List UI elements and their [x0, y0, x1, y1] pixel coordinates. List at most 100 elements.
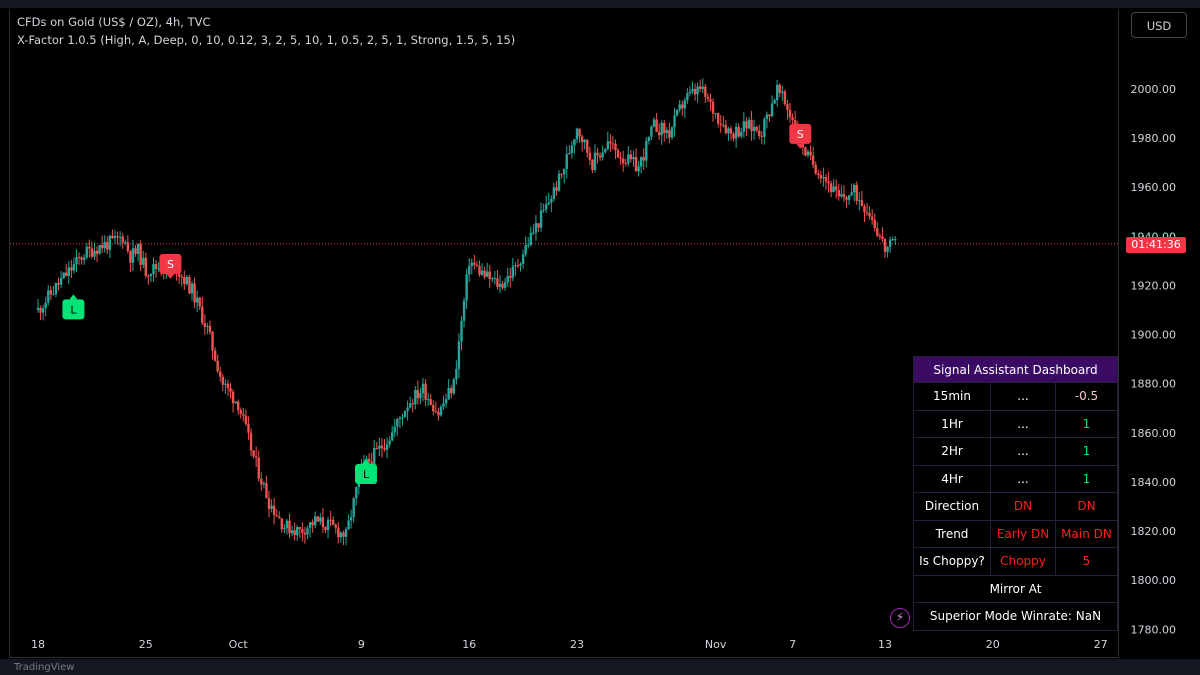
candle-body [770, 103, 774, 117]
candle-body [337, 527, 340, 538]
short-signal-pointer [166, 274, 175, 280]
row-value: ... [990, 464, 1056, 493]
candle-body [36, 307, 40, 311]
candle-body [383, 448, 386, 450]
candle-body [565, 154, 568, 169]
candle-body [306, 528, 309, 535]
candle-body [642, 157, 645, 161]
candle-body [539, 210, 543, 228]
candle-body [511, 266, 515, 278]
candle-body [660, 122, 663, 136]
candle-body [142, 257, 145, 265]
row-value: DN [1055, 492, 1118, 521]
candle-body [711, 101, 715, 114]
candle-body [180, 276, 183, 278]
candle-body [144, 257, 147, 276]
candle-body [278, 516, 281, 519]
candle-body [70, 267, 73, 271]
row-value: ... [990, 409, 1056, 438]
candle-body [437, 411, 440, 416]
candle-body [329, 519, 332, 521]
candle-body [475, 264, 479, 266]
row-label: 4Hr [913, 464, 991, 493]
candle-body [206, 326, 209, 328]
candle-body [850, 192, 853, 196]
candle-body [645, 141, 648, 161]
candle-body [195, 297, 199, 303]
indicator-legend[interactable]: X-Factor 1.0.5 (High, A, Deep, 0, 10, 0.… [17, 33, 516, 47]
candle-body [788, 109, 792, 118]
candle-body [478, 265, 481, 275]
candle-body [781, 91, 784, 93]
signal-dashboard: Signal Assistant Dashboard 15min... -0.5 … [913, 356, 1118, 631]
candle-body [742, 121, 746, 132]
candle-body [424, 383, 427, 400]
candle-body [426, 399, 430, 401]
candle-body [316, 516, 319, 522]
current-price-countdown: 01:41:36 [1126, 237, 1186, 253]
candle-body [290, 530, 294, 534]
candle-body [434, 411, 438, 413]
candle-body [393, 426, 396, 433]
candle-body [468, 266, 471, 275]
candle-body [675, 109, 679, 116]
candle-body [108, 235, 112, 250]
candle-body [863, 206, 866, 213]
candle-body [134, 248, 137, 254]
row-value: 5 [1055, 547, 1118, 576]
candle-body [198, 297, 201, 307]
candle-body [62, 272, 65, 279]
candle-body [185, 276, 189, 285]
candle-body [639, 157, 643, 167]
candle-body [737, 126, 740, 137]
candle-body [88, 246, 91, 249]
top-strip [0, 0, 1200, 8]
candle-body [342, 532, 345, 537]
watermark: TradingView [14, 662, 75, 673]
row-label: Trend [913, 519, 991, 548]
candle-body [888, 239, 892, 247]
candle-body [275, 515, 278, 517]
candle-body [865, 212, 869, 214]
candle-body [136, 244, 140, 254]
candle-body [709, 99, 712, 102]
candle-body [211, 331, 214, 351]
candle-body [67, 267, 70, 276]
candle-body [786, 104, 789, 110]
currency-button[interactable]: USD [1131, 12, 1187, 38]
candle-body [814, 164, 817, 174]
symbol-legend[interactable]: CFDs on Gold (US$ / OZ), 4h, TVC [17, 15, 211, 29]
candle-body [65, 272, 68, 276]
candle-body [868, 213, 871, 217]
candle-body [283, 528, 286, 530]
candle-body [272, 505, 276, 516]
candle-body [280, 518, 284, 530]
long-signal-marker [62, 299, 85, 320]
row-label: Direction [913, 492, 991, 521]
candle-body [267, 498, 271, 509]
candle-body [83, 257, 86, 260]
candle-body [244, 415, 248, 424]
candle-body [501, 283, 504, 288]
short-signal-marker [789, 123, 812, 144]
candle-body [727, 128, 730, 134]
x-tick-label: Oct [229, 638, 249, 651]
candle-body [724, 125, 728, 134]
candle-body [298, 527, 301, 530]
x-tick-label: Nov [705, 638, 727, 651]
candle-body [593, 152, 597, 171]
row-value: Early DN [990, 519, 1056, 548]
candle-body [532, 232, 535, 234]
candle-body [634, 157, 638, 172]
candle-body [699, 86, 702, 89]
candle-body [103, 241, 106, 249]
candle-body [121, 236, 124, 243]
candle-body [90, 248, 94, 257]
lightning-icon[interactable]: ⚡ [890, 608, 910, 628]
candle-body [385, 444, 389, 450]
candle-body [93, 250, 96, 257]
candle-body [824, 177, 828, 182]
candle-body [537, 223, 540, 228]
candle-body [811, 155, 815, 165]
